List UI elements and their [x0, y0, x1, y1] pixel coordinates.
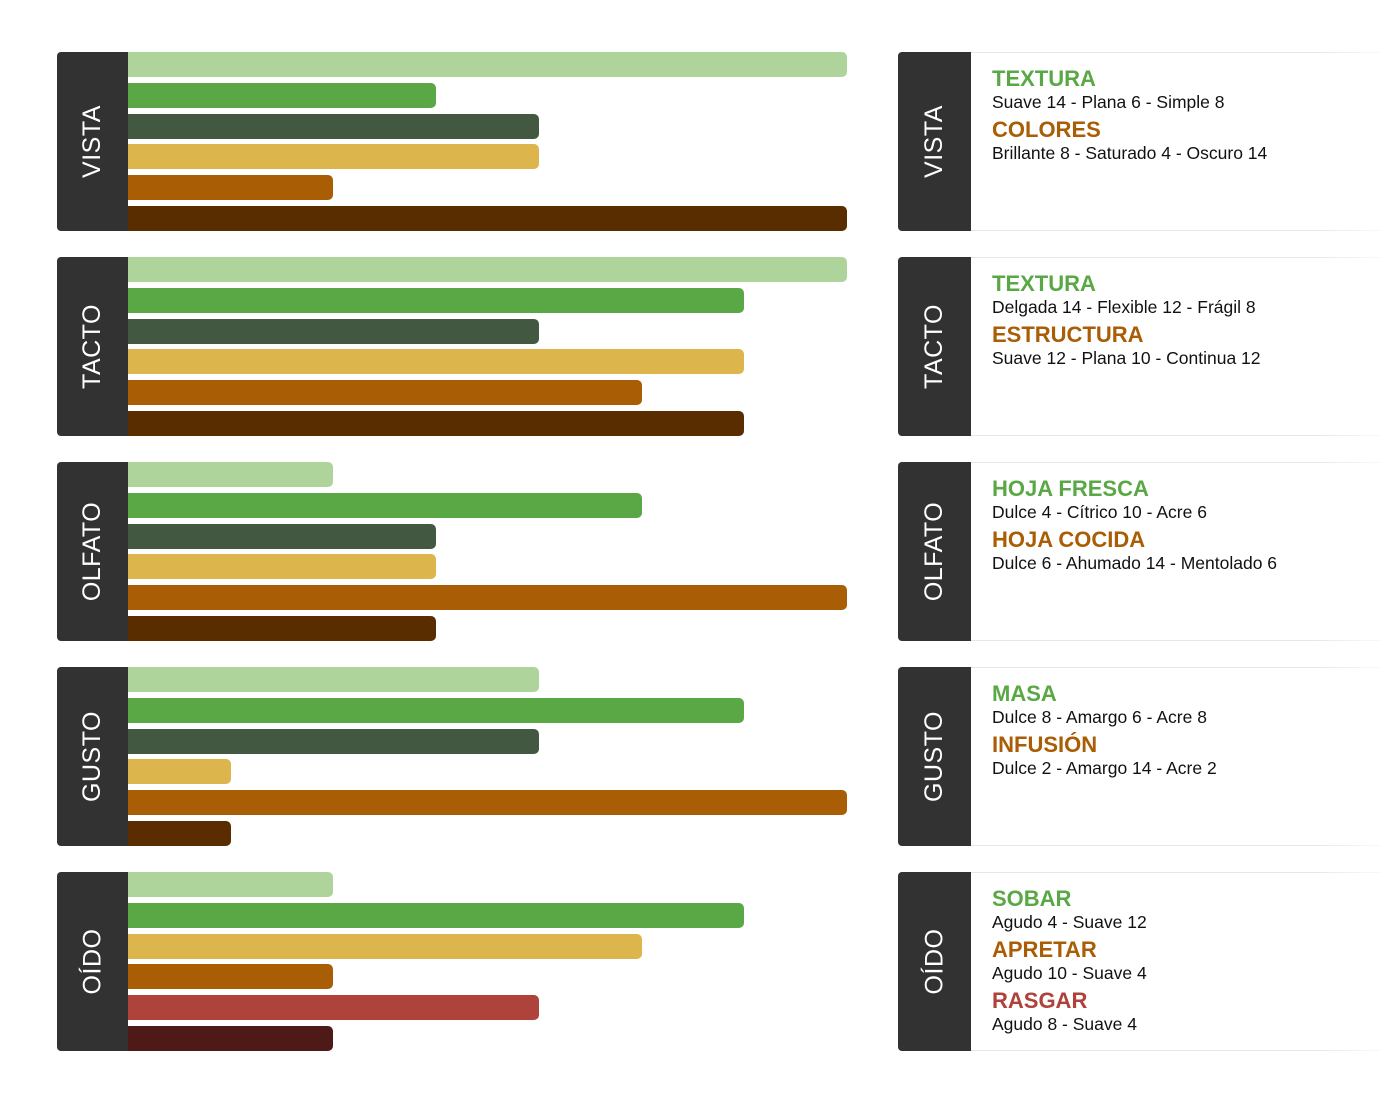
bar [128, 821, 231, 846]
bar [128, 493, 642, 518]
bar [128, 698, 744, 723]
sense-label: OLFATO [57, 462, 128, 641]
chart-group: TACTO [57, 257, 847, 436]
legend-group-title: INFUSIÓN [992, 732, 1098, 757]
legend-card-body: TEXTURA Delgada 14 - Flexible 12 - Frágil… [971, 257, 1381, 436]
fade-overlay [1311, 257, 1381, 436]
legend-group-text: Dulce 8 - Amargo 6 - Acre 8 [992, 707, 1207, 727]
legend-card: VISTA TEXTURA Suave 14 - Plana 6 - Simple … [898, 52, 1381, 231]
bar [128, 319, 539, 344]
legend-group-text: Suave 12 - Plana 10 - Continua 12 [992, 348, 1261, 368]
fade-overlay [1311, 462, 1381, 641]
bar [128, 462, 333, 487]
sense-label-text: OLFATO [920, 501, 949, 602]
legend-group-title: HOJA FRESCA [992, 476, 1149, 501]
sense-label-text: TACTO [920, 304, 949, 389]
sense-label: GUSTO [898, 667, 971, 846]
bar [128, 667, 539, 692]
legend-group-title: TEXTURA [992, 271, 1096, 296]
legend-group-text: Agudo 10 - Suave 4 [992, 963, 1147, 983]
sense-label-text: VISTA [78, 105, 107, 178]
bar [128, 411, 744, 436]
bar [128, 349, 744, 374]
sense-label: OÍDO [57, 872, 128, 1051]
bar [128, 144, 539, 169]
bar [128, 206, 847, 231]
legend-group-text: Brillante 8 - Saturado 4 - Oscuro 14 [992, 143, 1268, 163]
sense-label-text: OÍDO [78, 928, 106, 995]
legend-group-title: RASGAR [992, 988, 1088, 1013]
legend-group-title: MASA [992, 681, 1057, 706]
legend-group-title: APRETAR [992, 937, 1097, 962]
sense-label-text: GUSTO [920, 711, 949, 802]
bar [128, 995, 539, 1020]
bar [128, 175, 333, 200]
bar [128, 52, 847, 77]
legend-group-text: Dulce 4 - Cítrico 10 - Acre 6 [992, 502, 1207, 522]
fade-overlay [1311, 52, 1381, 231]
bar [128, 288, 744, 313]
sense-label: TACTO [57, 257, 128, 436]
bar [128, 83, 436, 108]
bar [128, 585, 847, 610]
bar [128, 524, 436, 549]
legend-group-text: Delgada 14 - Flexible 12 - Frágil 8 [992, 297, 1256, 317]
bar [128, 964, 333, 989]
sense-label-text: GUSTO [78, 711, 107, 802]
bar [128, 554, 436, 579]
chart-group: GUSTO [57, 667, 847, 846]
legend-group-title: TEXTURA [992, 66, 1096, 91]
legend-group-text: Dulce 6 - Ahumado 14 - Mentolado 6 [992, 553, 1278, 573]
sense-label: VISTA [898, 52, 971, 231]
bar [128, 380, 642, 405]
sense-label: OÍDO [898, 872, 971, 1051]
sense-label: TACTO [898, 257, 971, 436]
legend-group-title: SOBAR [992, 886, 1072, 911]
sense-label: VISTA [57, 52, 128, 231]
bar [128, 872, 333, 897]
legend-card: TACTO TEXTURA Delgada 14 - Flexible 12 - F… [898, 257, 1381, 436]
sense-label-text: TACTO [78, 304, 107, 389]
chart-group: OLFATO [57, 462, 847, 641]
bar [128, 790, 847, 815]
legend-group-text: Suave 14 - Plana 6 - Simple 8 [992, 92, 1225, 112]
bar [128, 759, 231, 784]
sense-label: OLFATO [898, 462, 971, 641]
chart-group: OÍDO [57, 872, 847, 1051]
legend-card: OLFATO HOJA FRESCA Dulce 4 - Cítrico 10 - … [898, 462, 1381, 641]
sense-label: GUSTO [57, 667, 128, 846]
legend-card: OÍDO SOBAR Agudo 4 - Suave 12 APRETAR Agudo … [898, 872, 1381, 1051]
bar [128, 1026, 333, 1051]
legend-card-body: SOBAR Agudo 4 - Suave 12 APRETAR Agudo 10 -… [971, 872, 1381, 1051]
legend-group-text: Agudo 4 - Suave 12 [992, 912, 1147, 932]
legend-group-text: Dulce 2 - Amargo 14 - Acre 2 [992, 758, 1217, 778]
fade-overlay [1311, 667, 1381, 846]
legend-card-body: MASA Dulce 8 - Amargo 6 - Acre 8 INFUSIÓN D… [971, 667, 1381, 846]
legend-group-title: COLORES [992, 117, 1101, 142]
bar [128, 903, 744, 928]
sense-label-text: OÍDO [920, 928, 948, 995]
sense-label-text: OLFATO [78, 501, 107, 602]
bar [128, 114, 539, 139]
bar [128, 934, 642, 959]
legend-card-body: TEXTURA Suave 14 - Plana 6 - Simple 8 COLO… [971, 52, 1381, 231]
legend-card-body: HOJA FRESCA Dulce 4 - Cítrico 10 - Acre 6… [971, 462, 1381, 641]
bar [128, 729, 539, 754]
legend-group-title: ESTRUCTURA [992, 322, 1144, 347]
legend-group-title: HOJA COCIDA [992, 527, 1146, 552]
legend-card: GUSTO MASA Dulce 8 - Amargo 6 - Acre 8 INFU… [898, 667, 1381, 846]
bar [128, 616, 436, 641]
sense-label-text: VISTA [919, 105, 948, 178]
fade-overlay [1311, 872, 1381, 1051]
bar [128, 257, 847, 282]
chart-group: VISTA [57, 52, 847, 231]
legend-group-text: Agudo 8 - Suave 4 [992, 1014, 1137, 1034]
